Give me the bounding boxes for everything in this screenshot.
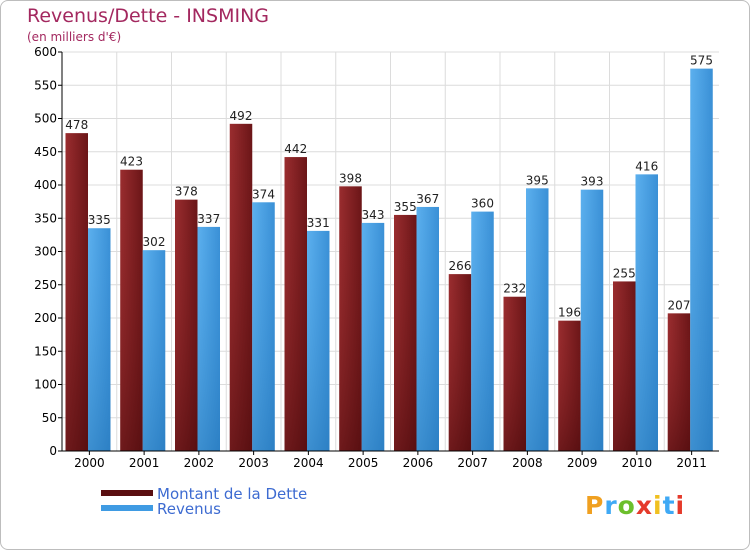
axis-layer: 0 50 100 150 200 250 300 350 400 450 500 550 600 2000… xyxy=(34,45,719,470)
x-tick-label: 2003 xyxy=(238,456,269,470)
y-tick-label: 350 xyxy=(34,211,57,225)
logo-letter: r xyxy=(604,491,618,520)
y-tick-label: 600 xyxy=(34,45,57,59)
x-tick-label: 2010 xyxy=(622,456,653,470)
data-label-dette: 266 xyxy=(449,259,472,273)
legend-label-revenus: Revenus xyxy=(157,500,221,518)
bar-dette-shade xyxy=(339,186,362,451)
y-tick-label: 300 xyxy=(34,245,57,259)
bar-revenus-shade xyxy=(142,250,166,451)
data-label-dette: 207 xyxy=(668,298,691,312)
bar-revenus-shade xyxy=(635,174,658,452)
x-tick-label: 2007 xyxy=(457,456,488,470)
bar-dette-shade xyxy=(394,214,417,451)
bar-dette-shade xyxy=(448,274,472,451)
y-tick-label: 500 xyxy=(34,112,57,126)
y-tick-label: 150 xyxy=(34,344,57,358)
logo-letter: o xyxy=(617,491,636,520)
logo-letter: i xyxy=(675,491,686,520)
y-tick-label: 400 xyxy=(34,178,57,192)
x-tick-label: 2004 xyxy=(293,456,324,470)
x-tick-label: 2011 xyxy=(676,456,707,470)
logo-letter: x xyxy=(635,491,653,520)
x-tick-label: 2002 xyxy=(184,456,215,470)
x-tick-label: 2001 xyxy=(129,456,160,470)
logo-letter: t xyxy=(662,491,676,520)
bar-revenus-shade xyxy=(416,206,439,451)
data-label-revenus: 416 xyxy=(635,159,658,173)
bar-revenus-shade xyxy=(307,230,330,451)
x-tick-label: 2000 xyxy=(74,456,105,470)
data-label-dette: 423 xyxy=(120,155,143,169)
data-label-revenus: 393 xyxy=(581,175,604,189)
bar-dette-shade xyxy=(503,296,526,451)
data-label-revenus: 302 xyxy=(143,235,166,249)
legend-swatch-dette xyxy=(101,490,153,496)
proxiti-logo: Proxiti xyxy=(585,491,685,520)
bar-layer xyxy=(65,68,713,452)
x-tick-label: 2005 xyxy=(348,456,379,470)
bar-revenus-shade xyxy=(361,222,385,451)
data-label-dette: 355 xyxy=(394,200,417,214)
data-label-dette: 478 xyxy=(65,118,88,132)
x-tick-label: 2008 xyxy=(512,456,543,470)
bar-dette-shade xyxy=(175,199,198,451)
y-tick-label: 0 xyxy=(49,444,57,458)
legend-swatch-revenus xyxy=(101,505,153,511)
chart-title: Revenus/Dette - INSMING xyxy=(27,5,270,27)
data-label-revenus: 335 xyxy=(88,213,111,227)
bar-dette-shade xyxy=(667,313,691,451)
logo-letter: P xyxy=(585,491,605,520)
data-label-dette: 196 xyxy=(558,306,581,320)
bar-revenus-shade xyxy=(88,228,111,451)
bar-dette-shade xyxy=(558,320,581,451)
label-layer: 4783354233023783374923744423313983433553… xyxy=(65,54,713,320)
grid-layer xyxy=(62,51,719,452)
y-tick-label: 100 xyxy=(34,378,57,392)
bar-revenus-shade xyxy=(471,211,494,451)
data-label-revenus: 337 xyxy=(197,212,220,226)
bar-revenus-shade xyxy=(580,189,604,451)
bar-dette-shade xyxy=(65,133,88,451)
bar-revenus-shade xyxy=(197,226,220,451)
legend-label-dette: Montant de la Dette xyxy=(157,485,308,503)
bar-revenus-shade xyxy=(526,188,549,451)
logo-letter: i xyxy=(653,491,663,520)
data-label-revenus: 374 xyxy=(252,187,275,201)
bar-dette-shade xyxy=(120,169,143,451)
data-label-revenus: 575 xyxy=(690,54,713,68)
y-tick-label: 250 xyxy=(34,278,57,292)
chart-subtitle: (en milliers d'€) xyxy=(27,30,122,44)
y-tick-label: 50 xyxy=(42,411,57,425)
data-label-dette: 442 xyxy=(284,142,307,156)
y-tick-label: 550 xyxy=(34,78,57,92)
data-label-dette: 492 xyxy=(230,109,253,123)
y-tick-label: 450 xyxy=(34,145,57,159)
data-label-revenus: 395 xyxy=(526,173,549,187)
y-tick-label: 200 xyxy=(34,311,57,325)
bar-revenus-shade xyxy=(690,68,713,451)
data-label-dette: 232 xyxy=(503,282,526,296)
data-label-revenus: 343 xyxy=(362,208,385,222)
data-label-dette: 255 xyxy=(613,266,636,280)
data-label-revenus: 331 xyxy=(307,216,330,230)
data-label-dette: 398 xyxy=(339,171,362,185)
data-label-revenus: 360 xyxy=(471,197,494,211)
x-tick-label: 2006 xyxy=(403,456,434,470)
data-label-dette: 378 xyxy=(175,185,198,199)
data-label-revenus: 367 xyxy=(416,192,439,206)
x-tick-label: 2009 xyxy=(567,456,598,470)
bar-dette-shade xyxy=(229,123,253,451)
bar-dette-shade xyxy=(613,281,636,451)
bar-dette-shade xyxy=(284,157,307,451)
bar-revenus-shade xyxy=(252,202,275,451)
